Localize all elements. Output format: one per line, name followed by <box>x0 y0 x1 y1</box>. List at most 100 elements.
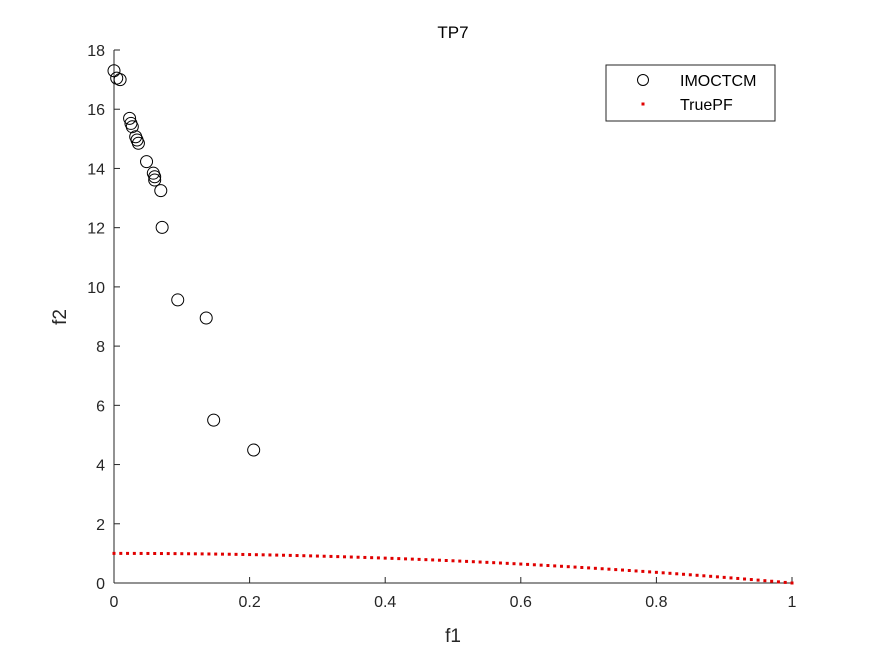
truepf-point <box>288 553 292 557</box>
truepf-point <box>261 553 265 557</box>
truepf-point <box>749 578 753 582</box>
truepf-point <box>417 557 421 561</box>
truepf-point <box>437 558 441 562</box>
legend: IMOCTCM TruePF <box>605 64 776 122</box>
chart-title: TP7 <box>437 23 468 42</box>
truepf-point <box>587 566 591 570</box>
truepf-point <box>349 555 353 559</box>
truepf-point <box>627 568 631 572</box>
truepf-point <box>234 552 238 556</box>
truepf-point <box>383 556 387 560</box>
truepf-point <box>451 559 455 563</box>
truepf-point <box>370 556 374 560</box>
truepf-point <box>309 554 313 558</box>
truepf-point <box>390 556 394 560</box>
truepf-point <box>431 558 435 562</box>
y-tick-label: 18 <box>87 43 105 60</box>
imoctcm-point <box>113 73 127 87</box>
truepf-point <box>593 566 597 570</box>
truepf-point <box>220 552 224 556</box>
truepf-point <box>682 572 686 576</box>
truepf-point <box>159 552 163 556</box>
legend-label-imoctcm: IMOCTCM <box>680 73 756 90</box>
truepf-point <box>315 554 319 558</box>
truepf-point <box>397 557 401 561</box>
truepf-point <box>580 565 584 569</box>
truepf-point <box>770 579 774 583</box>
truepf-point <box>282 553 285 557</box>
imoctcm-point <box>207 413 221 427</box>
y-tick-label: 14 <box>87 161 105 178</box>
truepf-point <box>153 551 157 555</box>
truepf-point <box>729 576 733 580</box>
truepf-point <box>214 552 218 556</box>
truepf-point <box>566 565 570 569</box>
truepf-point <box>614 568 618 572</box>
truepf-point <box>621 568 624 572</box>
truepf-point <box>173 552 177 556</box>
truepf-point <box>709 574 713 578</box>
truepf-point <box>641 569 645 573</box>
truepf-point <box>661 571 665 575</box>
truepf-point <box>505 561 509 565</box>
truepf-point <box>275 553 279 557</box>
truepf-point <box>207 552 211 556</box>
truepf-point <box>471 560 475 564</box>
truepf-point <box>329 554 333 558</box>
truepf-point <box>485 560 489 564</box>
y-tick-label: 6 <box>96 398 105 415</box>
truepf-point <box>248 553 252 557</box>
truepf-point <box>363 555 367 559</box>
truepf-point <box>702 574 706 578</box>
plot-area <box>107 64 794 585</box>
truepf-point <box>410 557 414 561</box>
truepf-point <box>187 552 191 556</box>
truepf-point <box>424 558 428 562</box>
y-tick-label: 12 <box>87 221 105 238</box>
truepf-point <box>539 563 543 567</box>
truepf-point <box>776 580 780 584</box>
truepf-point <box>376 556 380 560</box>
imoctcm-point <box>125 120 139 134</box>
legend-label-truepf: TruePF <box>680 97 733 114</box>
x-tick-label: 0.8 <box>645 594 667 611</box>
y-tick-label: 16 <box>87 102 105 119</box>
truepf-point <box>736 576 740 580</box>
imoctcm-point <box>131 136 145 150</box>
truepf-point <box>526 562 530 566</box>
truepf-point <box>648 570 652 574</box>
x-tick-label: 1 <box>788 594 797 611</box>
imoctcm-point <box>199 311 213 325</box>
truepf-point <box>715 575 719 579</box>
legend-box <box>605 64 776 122</box>
truepf-point <box>756 578 760 582</box>
truepf-point <box>268 553 272 557</box>
truepf-point <box>573 565 577 569</box>
truepf-point <box>478 560 482 564</box>
truepf-point <box>119 551 123 555</box>
truepf-point <box>546 564 550 568</box>
x-tick-label: 0.4 <box>374 594 396 611</box>
truepf-point <box>200 552 204 556</box>
y-tick-label: 4 <box>96 458 105 475</box>
truepf-point <box>763 579 767 583</box>
truepf-point <box>783 580 787 584</box>
legend-marker-imoctcm <box>637 74 649 86</box>
x-tick-label: 0.6 <box>510 594 532 611</box>
x-tick-label: 0 <box>110 594 119 611</box>
truepf-point <box>743 577 747 581</box>
x-axis-label: f1 <box>445 626 461 647</box>
truepf-point <box>343 555 347 559</box>
y-tick-label: 0 <box>96 576 105 593</box>
truepf-point <box>553 564 557 568</box>
truepf-point <box>458 559 462 563</box>
y-tick-label: 8 <box>96 339 105 356</box>
imoctcm-point <box>155 220 169 234</box>
truepf-point <box>654 570 658 574</box>
imoctcm-point <box>247 443 261 457</box>
truepf-point <box>675 572 679 576</box>
truepf-point <box>193 552 197 556</box>
truepf-point <box>180 552 184 556</box>
truepf-point <box>146 551 150 555</box>
